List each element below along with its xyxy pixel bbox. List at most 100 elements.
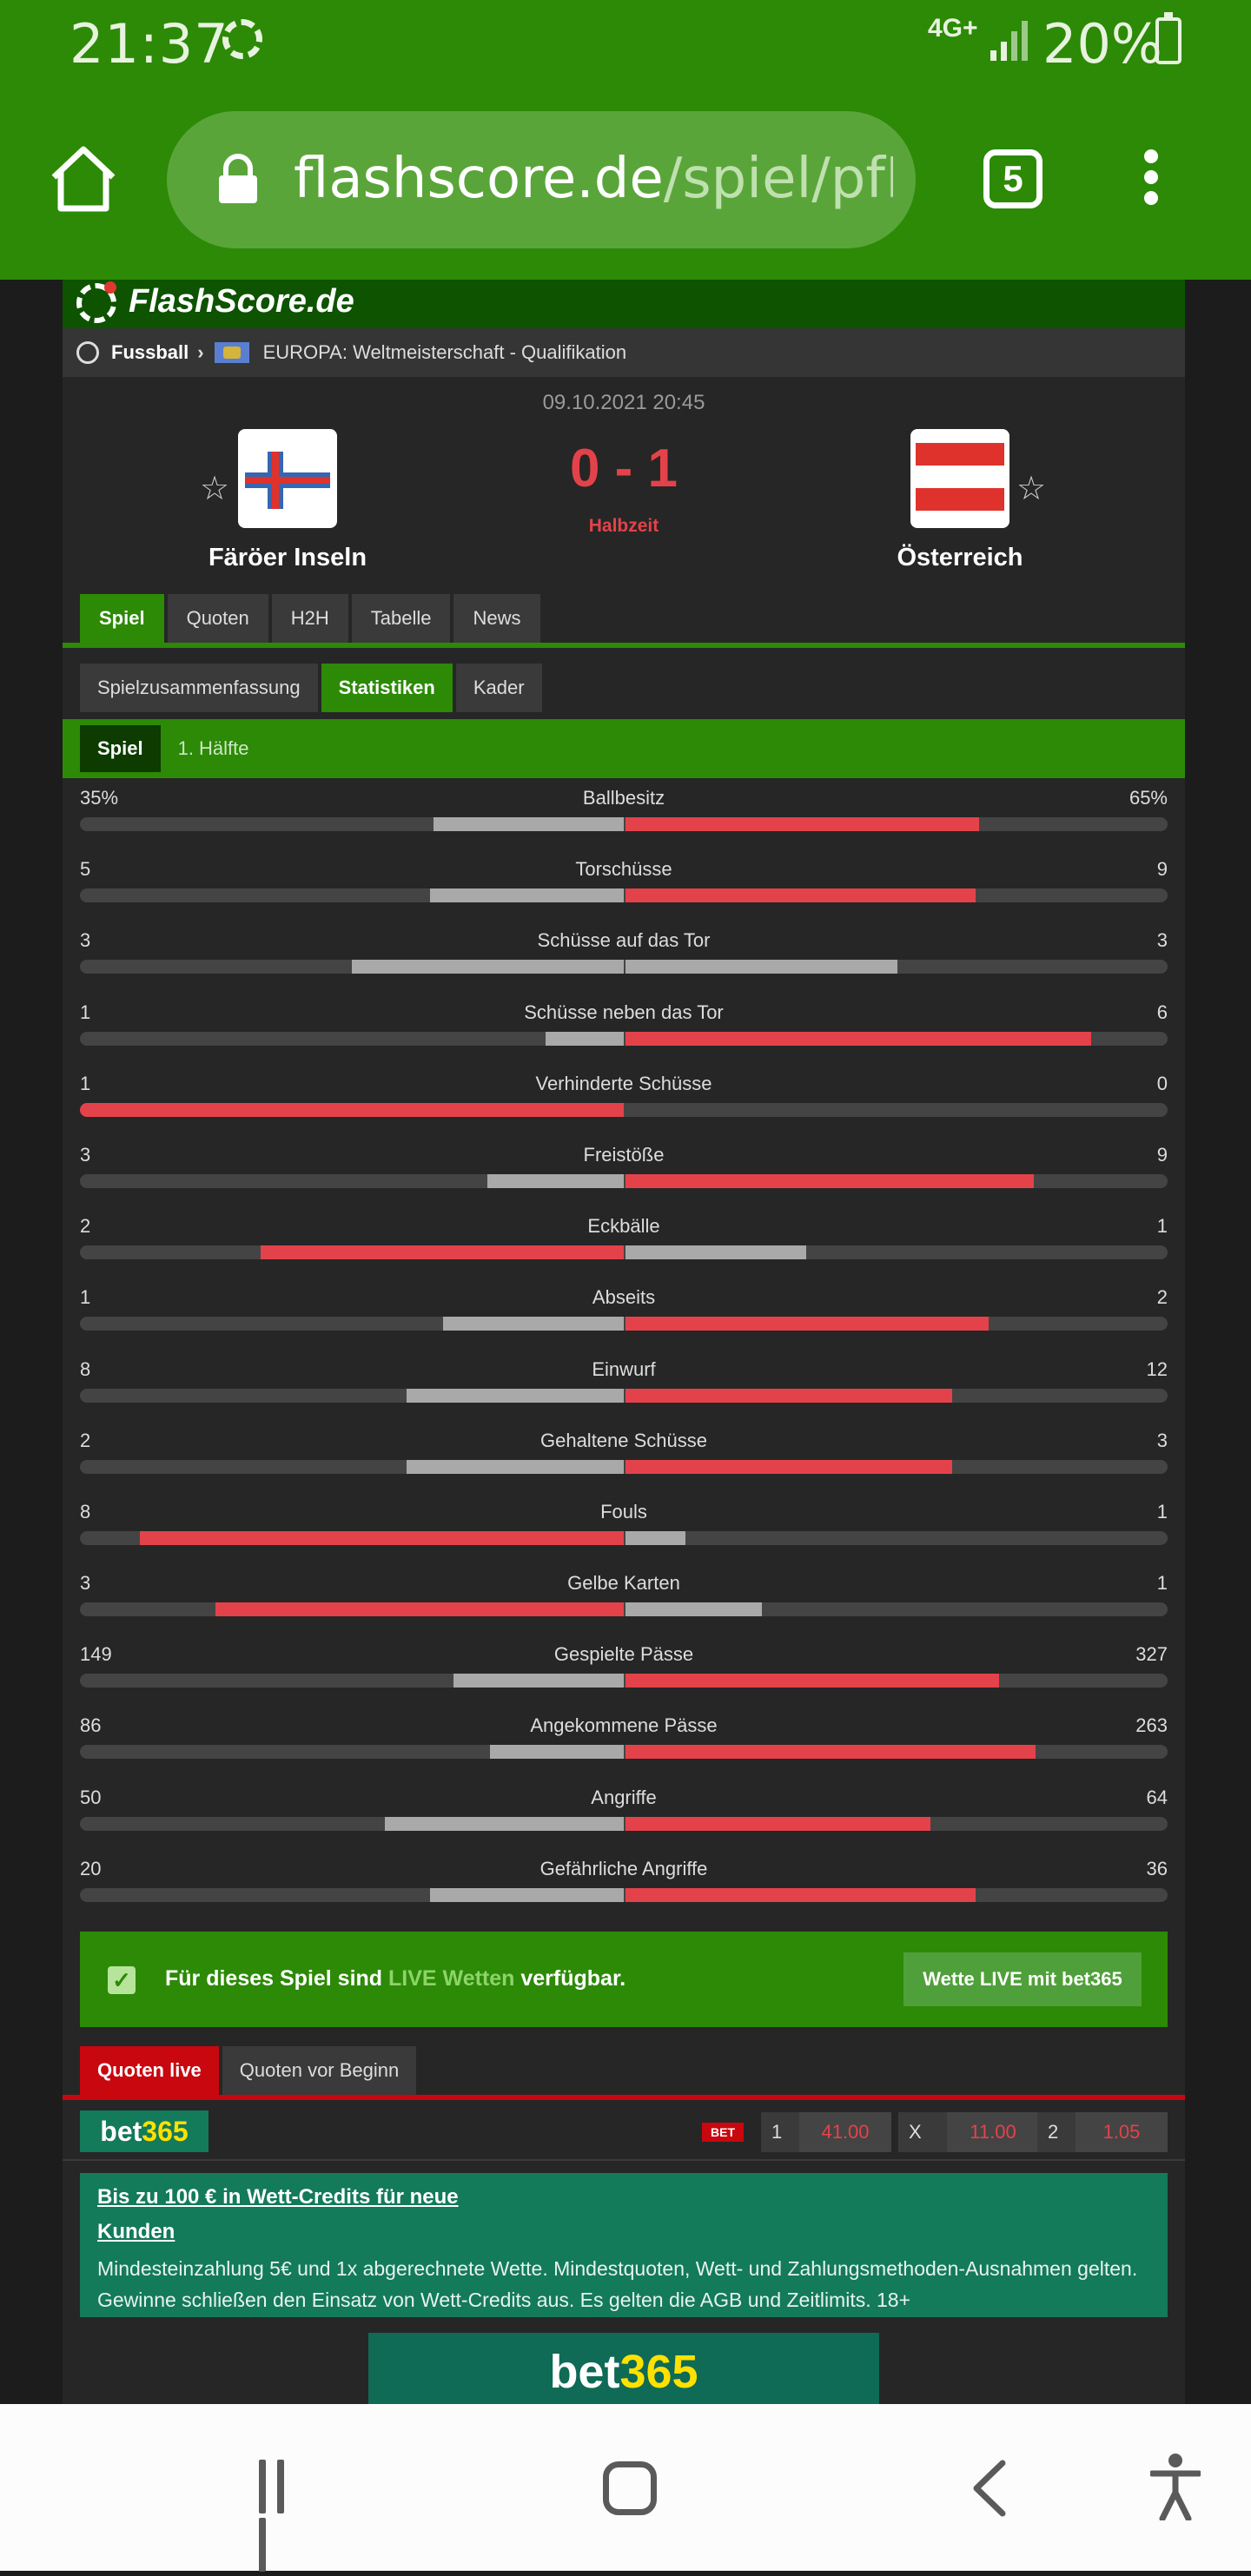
tab-odds-live[interactable]: Quoten live	[80, 2046, 219, 2095]
stat-home-value: 8	[80, 1500, 91, 1522]
stat-row: 35% Ballbesitz 65%	[80, 778, 1168, 849]
stat-bar-track	[80, 1745, 1168, 1760]
clock: 21:37	[70, 12, 229, 76]
site-logo[interactable]: FlashScore.de	[129, 283, 354, 320]
browser-toolbar: flashscore.de/spiel/pfPv 5	[0, 87, 1251, 280]
stat-bar-track	[80, 888, 1168, 903]
system-navigation-bar	[0, 2404, 1251, 2572]
bet365-logo[interactable]: bet365	[80, 2110, 208, 2152]
stat-row: 1 Schüsse neben das Tor 6	[80, 993, 1168, 1064]
bet365-banner[interactable]: bet365	[368, 2333, 879, 2404]
url-text[interactable]: flashscore.de/spiel/pfPv	[294, 142, 893, 215]
flashscore-logo-icon[interactable]	[76, 281, 116, 323]
stat-bar-track	[80, 1245, 1168, 1260]
stat-name: Gelbe Karten	[567, 1572, 680, 1595]
home-icon[interactable]	[47, 142, 120, 215]
stat-home-bar	[215, 1602, 624, 1617]
odds-away-button[interactable]: 2 1.05	[1037, 2112, 1168, 2152]
battery-icon	[1155, 12, 1182, 64]
stat-bar-track	[80, 1816, 1168, 1831]
promo-headline-2[interactable]: Kunden	[97, 2220, 175, 2243]
favorite-away-star-icon[interactable]: ☆	[1016, 471, 1047, 507]
tab-period-first-half[interactable]: 1. Hälfte	[177, 737, 249, 759]
tab-news[interactable]: News	[453, 594, 540, 643]
period-tabs: Spiel 1. Hälfte	[63, 719, 1185, 778]
tab-switcher-button[interactable]: 5	[983, 149, 1042, 208]
tab-spielzusammenfassung[interactable]: Spielzusammenfassung	[80, 664, 318, 712]
stat-home-bar	[430, 1887, 624, 1902]
tab-kader[interactable]: Kader	[455, 664, 542, 712]
address-bar[interactable]: flashscore.de/spiel/pfPv	[167, 111, 916, 248]
live-betting-message: Für dieses Spiel sind LIVE Wetten verfüg…	[165, 1966, 626, 1991]
stat-away-value: 327	[1135, 1643, 1168, 1666]
stat-name: Abseits	[592, 1286, 656, 1309]
stat-away-value: 9	[1156, 858, 1168, 881]
stat-name: Angekommene Pässe	[530, 1714, 718, 1737]
stat-name: Einwurf	[592, 1357, 656, 1380]
tab-tabelle[interactable]: Tabelle	[351, 594, 451, 643]
stat-home-value: 50	[80, 1786, 102, 1808]
away-team-name[interactable]: Österreich	[897, 544, 1023, 571]
stat-row: 50 Angriffe 64	[80, 1778, 1168, 1849]
more-menu-icon[interactable]	[1138, 149, 1164, 219]
tab-period-spiel[interactable]: Spiel	[80, 725, 161, 772]
home-team-logo[interactable]	[238, 429, 337, 528]
stat-away-value: 9	[1156, 1143, 1168, 1166]
stat-away-value: 1	[1156, 1572, 1168, 1595]
stat-bar-track	[80, 1388, 1168, 1403]
stat-name: Schüsse neben das Tor	[524, 1001, 724, 1023]
tab-h2h[interactable]: H2H	[271, 594, 348, 643]
bet365-logo-a: bet	[100, 2116, 142, 2147]
away-team-logo[interactable]	[910, 429, 1009, 528]
bet365-logo-b: 365	[142, 2116, 189, 2147]
stat-away-bar	[626, 1745, 1036, 1760]
stat-name: Angriffe	[591, 1786, 657, 1808]
odds-home-button[interactable]: 1 41.00	[761, 2112, 891, 2152]
tab-odds-prematch[interactable]: Quoten vor Beginn	[222, 2046, 417, 2095]
stat-home-value: 35%	[80, 787, 119, 809]
breadcrumb-competition[interactable]: EUROPA: Weltmeisterschaft - Qualifikatio…	[262, 341, 627, 363]
home-button-icon[interactable]	[603, 2461, 657, 2515]
stat-name: Fouls	[600, 1500, 647, 1522]
stat-row: 3 Schüsse auf das Tor 3	[80, 921, 1168, 992]
stat-home-value: 86	[80, 1714, 102, 1737]
match-status: Halbzeit	[588, 516, 659, 536]
promo-terms: Mindesteinzahlung 5€ und 1x abgerechnete…	[97, 2257, 1138, 2311]
stat-home-value: 1	[80, 1072, 91, 1094]
recent-apps-icon[interactable]	[259, 2460, 309, 2572]
stat-home-bar	[407, 1388, 624, 1403]
stat-home-bar	[546, 1031, 624, 1046]
faroe-flag-icon	[245, 452, 330, 509]
match-score: 0 - 1	[569, 439, 678, 499]
stat-home-value: 5	[80, 858, 91, 881]
home-team-name[interactable]: Färöer Inseln	[208, 544, 367, 571]
promo-headline-1[interactable]: Bis zu 100 € in Wett-Credits für neue	[97, 2185, 459, 2209]
live-text-highlight: LIVE Wetten	[388, 1966, 515, 1991]
favorite-home-star-icon[interactable]: ☆	[200, 471, 230, 507]
bet-live-button[interactable]: Wette LIVE mit bet365	[904, 1952, 1142, 2006]
stat-home-bar	[80, 1102, 624, 1117]
stat-home-bar	[443, 1317, 624, 1331]
stat-home-value: 149	[80, 1643, 112, 1666]
stat-name: Freistöße	[583, 1143, 665, 1166]
tab-quoten[interactable]: Quoten	[167, 594, 268, 643]
stat-away-bar	[626, 1816, 930, 1831]
breadcrumb-sport[interactable]: Fussball	[111, 341, 189, 363]
lock-icon	[219, 154, 257, 203]
stat-bar-track	[80, 1317, 1168, 1331]
stat-home-value: 3	[80, 929, 91, 952]
odds-home-label: 1	[771, 2121, 783, 2143]
match-date: 09.10.2021 20:45	[542, 391, 705, 414]
stat-row: 3 Gelbe Karten 1	[80, 1563, 1168, 1635]
stat-row: 3 Freistöße 9	[80, 1135, 1168, 1206]
stat-away-bar	[626, 960, 897, 974]
back-icon[interactable]	[964, 2460, 1016, 2517]
accessibility-icon[interactable]	[1150, 2453, 1201, 2520]
stat-bar-track	[80, 1602, 1168, 1617]
tab-spiel[interactable]: Spiel	[80, 594, 164, 643]
odds-tabs: Quoten live Quoten vor Beginn	[80, 2046, 417, 2095]
stat-away-value: 65%	[1129, 787, 1168, 809]
odds-draw-button[interactable]: X 11.00	[898, 2112, 1039, 2152]
tab-statistiken[interactable]: Statistiken	[321, 664, 453, 712]
stat-away-bar	[626, 1602, 762, 1617]
